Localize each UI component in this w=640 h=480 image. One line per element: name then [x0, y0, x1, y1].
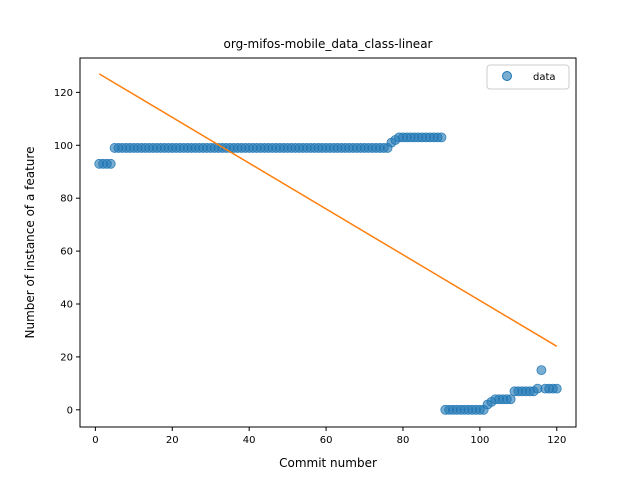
x-tick-label: 120: [547, 435, 566, 446]
y-tick-label: 0: [67, 405, 73, 416]
x-tick-label: 60: [320, 435, 333, 446]
y-tick-label: 60: [60, 247, 73, 258]
data-point: [551, 383, 562, 394]
x-tick-label: 100: [470, 435, 489, 446]
legend: data: [486, 64, 570, 90]
data-point: [436, 132, 447, 143]
y-tick-label: 80: [60, 194, 73, 205]
data-point: [505, 394, 516, 405]
linear-fit-line: [98, 73, 558, 347]
x-tick-label: 40: [243, 435, 256, 446]
y-tick-label: 120: [54, 88, 73, 99]
x-tick-label: 20: [166, 435, 179, 446]
x-tick-label: 0: [92, 435, 98, 446]
legend-label: data: [533, 72, 556, 83]
y-axis-label: Number of instance of a feature: [23, 147, 37, 339]
y-tick-label: 20: [60, 352, 73, 363]
x-axis-ticks: 0 20 40 60 80 100 120: [92, 427, 566, 446]
chart-title: org-mifos-mobile_data_class-linear: [224, 37, 433, 51]
data-point: [536, 365, 547, 376]
plot-area: [94, 73, 562, 415]
x-axis-label: Commit number: [279, 456, 377, 470]
data-point: [105, 158, 116, 169]
x-tick-label: 80: [397, 435, 410, 446]
y-tick-label: 100: [54, 141, 73, 152]
y-axis-ticks: 0 20 40 60 80 100 120: [54, 88, 80, 416]
legend-marker: [502, 71, 512, 81]
axes-frame: [79, 57, 577, 428]
y-tick-label: 40: [60, 300, 73, 311]
data-points: [94, 132, 562, 415]
trend-lines: [98, 73, 558, 347]
legend-box: [486, 64, 570, 90]
